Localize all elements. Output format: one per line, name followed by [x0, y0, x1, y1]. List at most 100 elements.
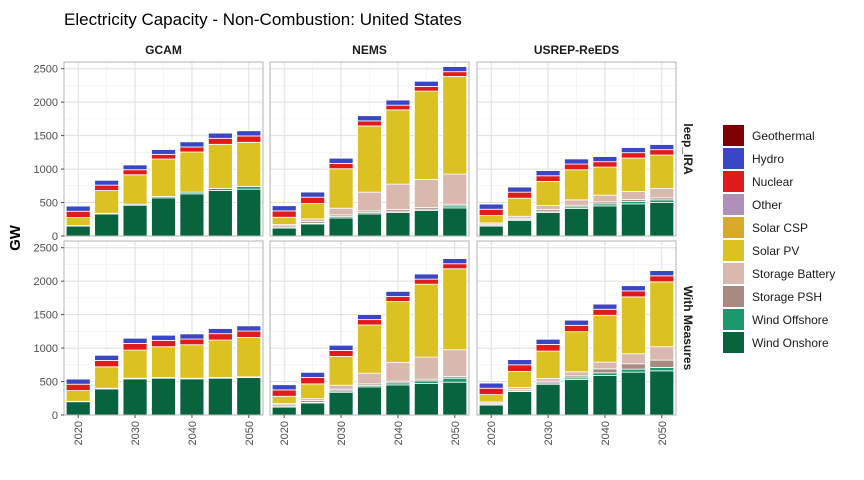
bar-segment-geothermal: [151, 334, 176, 336]
bar-segment-storage-battery: [413, 356, 439, 380]
x-tick-label: 2050: [450, 421, 462, 445]
bar-segment-solar-pv: [564, 331, 589, 373]
bar-segment-nuclear: [620, 290, 646, 298]
bar-segment-solar-pv: [507, 371, 533, 388]
bar-segment-wind-onshore: [620, 203, 646, 237]
bar-segment-wind-onshore: [385, 384, 411, 416]
bar-segment-solar-pv: [564, 169, 589, 201]
bar-segment-nuclear: [271, 389, 297, 397]
bar-segment-solar-pv: [620, 296, 646, 355]
legend-item: Nuclear: [723, 171, 793, 192]
legend-swatch: [723, 148, 744, 169]
legend-item: Hydro: [723, 148, 784, 169]
chart-legend: Geothermal Hydro Nuclear Other Solar CSP Sola…: [723, 125, 835, 353]
x-tick-label: 2030: [336, 421, 348, 445]
legend-item: Geothermal: [723, 125, 815, 146]
bar-segment-nuclear: [535, 343, 561, 352]
bar-segment-geothermal: [151, 148, 176, 150]
legend-item: Wind Offshore: [723, 309, 829, 330]
bar-segment-geothermal: [65, 205, 91, 207]
panel-usrep-reeds-with-measures: 2020 2030 2040 2050: [476, 240, 677, 445]
legend-label: Wind Onshore: [752, 336, 829, 350]
legend-swatch: [723, 309, 744, 330]
bar-segment-wind-onshore: [65, 225, 91, 237]
bar-segment-wind-onshore: [535, 212, 561, 237]
bar-segment-solar-pv: [271, 395, 297, 405]
bar-segment-storage-psh: [620, 363, 646, 370]
bar-segment-solar-pv: [442, 75, 468, 175]
bar-segment-geothermal: [564, 319, 589, 321]
bar-segment-hydro: [300, 191, 326, 198]
y-tick-label: 1500: [34, 310, 58, 322]
bar-segment-wind-onshore: [442, 207, 468, 237]
bar-segment-wind-onshore: [151, 197, 176, 237]
bar-segment-solar-pv: [413, 283, 439, 358]
facet-col-label: NEMS: [352, 43, 387, 57]
legend-swatch: [723, 125, 744, 146]
bar-segment-wind-onshore: [478, 225, 504, 237]
bar-segment-solar-pv: [592, 314, 618, 363]
bar-segment-nuclear: [207, 333, 233, 341]
bar-segment-storage-psh: [649, 359, 675, 368]
legend-swatch: [723, 217, 744, 238]
bar-segment-geothermal: [357, 114, 382, 117]
bar-segment-geothermal: [442, 65, 468, 67]
bar-segment-storage-battery: [357, 372, 382, 385]
panel-border: [476, 240, 677, 416]
bar-segment-wind-onshore: [649, 370, 675, 416]
y-tick-label: 1500: [34, 131, 58, 143]
bar-segment-nuclear: [413, 86, 439, 92]
bar-segment-nuclear: [507, 191, 533, 199]
bar-segment-wind-onshore: [122, 204, 148, 237]
bar-segment-geothermal: [649, 143, 675, 145]
bar-segment-storage-battery: [385, 362, 411, 382]
bar-segment-wind-onshore: [328, 217, 354, 237]
bar-segment-solar-pv: [65, 390, 91, 402]
bar-segment-nuclear: [413, 278, 439, 285]
bar-segment-solar-pv: [357, 324, 382, 374]
bar-segment-geothermal: [179, 332, 205, 335]
bar-segment-solar-pv: [236, 141, 262, 187]
bar-segment-geothermal: [207, 327, 233, 329]
bar-segment-nuclear: [385, 296, 411, 302]
bar-segment-nuclear: [478, 387, 504, 395]
bar-segment-hydro: [236, 325, 262, 332]
bar-segment-hydro: [507, 186, 533, 193]
bar-segment-wind-onshore: [564, 208, 589, 237]
bar-segment-geothermal: [478, 382, 504, 384]
x-tick-label: 2020: [486, 421, 498, 445]
bar-segment-solar-pv: [535, 181, 561, 206]
bar-segment-wind-onshore: [620, 371, 646, 416]
bar-segment-geothermal: [271, 204, 297, 207]
bar-segment-storage-battery: [535, 378, 561, 382]
facet-row-label: leep_IRA: [681, 123, 695, 175]
bar-segment-solar-pv: [65, 217, 91, 227]
bar-segment-geothermal: [300, 371, 326, 373]
bar-segment-solar-pv: [300, 203, 326, 220]
bar-segment-solar-pv: [122, 174, 148, 205]
bar-segment-wind-onshore: [564, 379, 589, 416]
bar-segment-hydro: [478, 203, 504, 210]
bar-segment-solar-pv: [236, 336, 262, 378]
y-tick-label: 500: [40, 198, 58, 210]
bar-segment-wind-onshore: [271, 406, 297, 416]
bar-segment-storage-battery: [592, 361, 618, 370]
bar-segment-hydro: [535, 170, 561, 177]
bar-segment-hydro: [328, 344, 354, 351]
bar-segment-solar-pv: [300, 383, 326, 400]
bar-segment-nuclear: [592, 308, 618, 316]
bar-segment-wind-onshore: [236, 188, 262, 237]
bar-segment-wind-offshore: [649, 367, 675, 372]
bar-segment-geothermal: [413, 80, 439, 82]
bar-segment-wind-onshore: [592, 375, 618, 416]
bar-segment-nuclear: [328, 350, 354, 357]
bar-segment-storage-battery: [385, 183, 411, 210]
bar-segment-nuclear: [94, 184, 120, 191]
bar-segment-nuclear: [65, 383, 91, 391]
bar-segment-nuclear: [94, 360, 120, 368]
y-tick-label: 2000: [34, 276, 58, 288]
bar-segment-hydro: [271, 205, 297, 212]
x-tick-label: 2050: [244, 421, 256, 445]
bar-segment-geothermal: [94, 179, 120, 181]
bar-segment-storage-battery: [328, 207, 354, 216]
